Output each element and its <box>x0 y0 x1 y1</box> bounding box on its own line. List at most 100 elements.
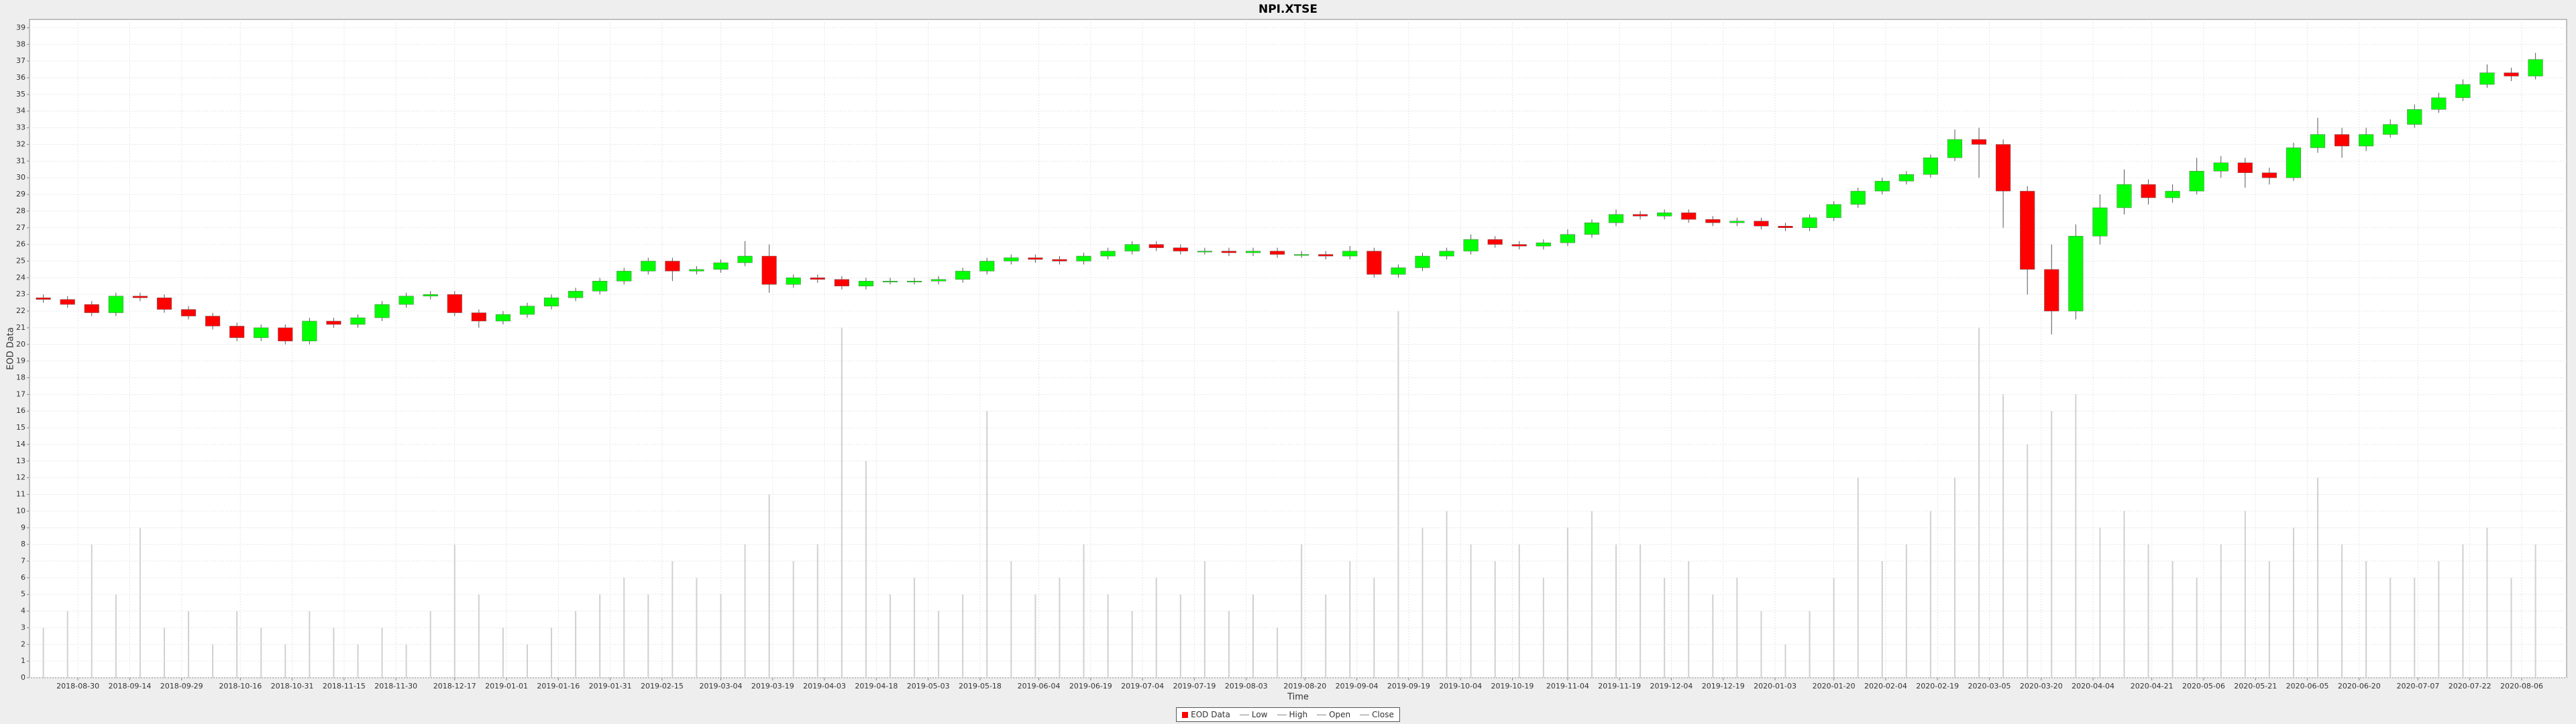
candle-body <box>2068 235 2084 312</box>
candle-body <box>882 281 898 283</box>
x-tick-label: 2020-01-03 <box>1754 682 1796 690</box>
legend-label: Close <box>1372 710 1394 719</box>
y-tick-label: 24 <box>16 273 25 282</box>
y-tick-label: 34 <box>16 107 25 115</box>
candle-body <box>2383 124 2398 135</box>
y-tick-label: 28 <box>16 206 25 215</box>
x-tick-label: 2019-06-04 <box>1018 682 1061 690</box>
candle-body <box>543 297 559 306</box>
x-tick-label: 2018-08-30 <box>56 682 99 690</box>
candle-body <box>2261 172 2277 178</box>
y-tick-label: 37 <box>16 56 25 65</box>
legend-swatch <box>1182 711 1189 718</box>
candle-body <box>1100 251 1116 257</box>
x-tick-label: 2020-06-20 <box>2338 682 2381 690</box>
y-tick-label: 19 <box>16 357 25 365</box>
candle-body <box>2310 134 2326 148</box>
x-tick-label: 2019-10-04 <box>1439 682 1482 690</box>
candle-body <box>1076 255 1091 261</box>
candle-body <box>810 278 825 280</box>
chart-title: NPI.XTSE <box>1258 3 1318 16</box>
y-tick-label: 3 <box>21 623 25 631</box>
candle-body <box>1342 251 1358 257</box>
y-tick-label: 25 <box>16 256 25 265</box>
candle-body <box>1415 255 1430 268</box>
candle-body <box>761 255 777 285</box>
y-tick-label: 1 <box>21 656 25 665</box>
x-tick-label: 2020-05-21 <box>2234 682 2277 690</box>
x-tick-label: 2019-05-18 <box>959 682 1002 690</box>
x-tick-label: 2020-03-20 <box>2020 682 2063 690</box>
y-tick-label: 23 <box>16 290 25 298</box>
candle-body <box>1245 251 1261 253</box>
candle-body <box>423 294 438 296</box>
candle-body <box>2141 184 2156 198</box>
candle-body <box>713 262 729 270</box>
x-tick-label: 2019-11-19 <box>1598 682 1641 690</box>
candle-body <box>1366 251 1382 275</box>
x-tick-label: 2020-07-22 <box>2449 682 2491 690</box>
x-tick-label: 2019-01-16 <box>537 682 580 690</box>
candle-body <box>2189 170 2204 192</box>
x-tick-label: 2019-01-31 <box>589 682 632 690</box>
y-tick-label: 35 <box>16 90 25 99</box>
candle-body <box>326 320 341 325</box>
y-tick-label: 18 <box>16 373 25 382</box>
y-tick-label: 33 <box>16 123 25 132</box>
candle-body <box>2359 134 2374 147</box>
candle-body <box>1778 226 1793 229</box>
candle-body <box>2116 184 2132 208</box>
candle-body <box>2020 190 2035 270</box>
x-tick-label: 2020-08-06 <box>2500 682 2543 690</box>
candle-body <box>205 316 221 326</box>
candle-body <box>2455 84 2471 99</box>
candle-body <box>519 306 535 315</box>
candle-body <box>2528 59 2543 76</box>
chart: NPI.XTSE Time EOD Data 01234567891011121… <box>6 3 2567 703</box>
candle-body <box>1729 221 1745 223</box>
candle-body <box>1004 257 1019 261</box>
candle-body <box>1850 190 1866 205</box>
candle-body <box>374 304 390 318</box>
candle-body <box>1898 174 1914 182</box>
x-tick-label: 2019-12-04 <box>1650 682 1693 690</box>
x-tick-label: 2019-12-19 <box>1702 682 1745 690</box>
candle-body <box>1560 234 1575 243</box>
y-tick-label: 32 <box>16 139 25 148</box>
x-tick-label: 2020-04-04 <box>2072 682 2114 690</box>
candle-body <box>2479 72 2495 85</box>
candle-body <box>1439 251 1454 257</box>
candle-body <box>180 309 197 316</box>
candle-body <box>2286 147 2302 178</box>
candle-body <box>2431 97 2447 110</box>
x-tick-label: 2019-07-19 <box>1173 682 1216 690</box>
x-tick-label: 2019-09-19 <box>1387 682 1430 690</box>
x-tick-label: 2019-08-03 <box>1225 682 1268 690</box>
y-tick-label: 6 <box>21 573 25 582</box>
candle-body <box>979 261 995 272</box>
candle-body <box>1124 244 1140 251</box>
candle-body <box>955 271 971 280</box>
candle-body <box>1148 244 1164 248</box>
x-tick-label: 2018-09-29 <box>160 682 203 690</box>
candle-body <box>2044 269 2059 312</box>
x-tick-label: 2019-08-20 <box>1283 682 1326 690</box>
y-tick-label: 13 <box>16 457 25 465</box>
candle-body <box>350 317 366 325</box>
candle-body <box>1511 244 1527 247</box>
y-tick-label: 2 <box>21 640 25 648</box>
x-tick-label: 2020-04-21 <box>2131 682 2174 690</box>
y-tick-label: 27 <box>16 223 25 232</box>
legend: EOD Data Low High Open Close <box>0 707 2576 722</box>
x-tick-label: 2019-03-04 <box>700 682 743 690</box>
candle-body <box>931 279 947 282</box>
y-tick-label: 20 <box>16 340 25 349</box>
candle-body <box>2165 190 2180 198</box>
x-tick-label: 2018-09-14 <box>108 682 151 690</box>
candle-body <box>1971 139 1987 145</box>
candle-body <box>36 297 51 300</box>
x-tick-label: 2019-04-18 <box>855 682 898 690</box>
y-tick-label: 36 <box>16 73 25 82</box>
x-tick-label: 2018-12-17 <box>433 682 476 690</box>
